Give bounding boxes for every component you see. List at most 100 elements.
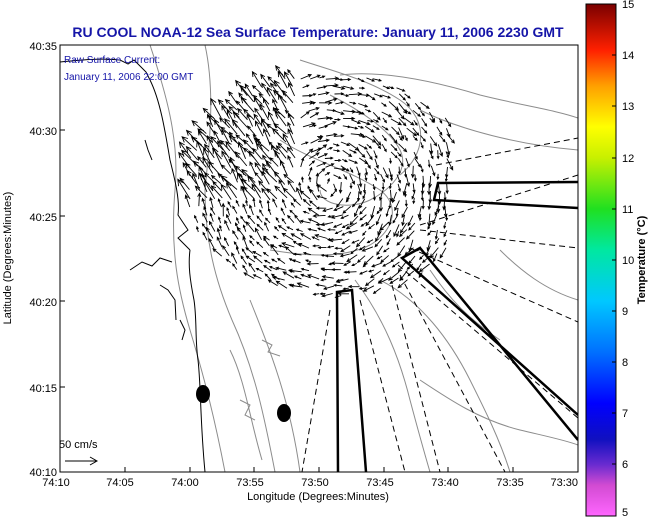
current-vector-arrow [277,142,288,153]
current-vector-arrow [325,97,338,103]
current-vector-arrow [339,253,350,258]
current-vector-arrow [372,191,376,201]
current-vector-arrow [252,147,263,160]
current-vector-arrow [232,263,238,270]
current-vector-arrow [396,231,400,238]
current-vector-arrow [271,275,285,281]
current-vector-arrow [386,238,391,246]
current-vector-arrow [389,173,393,182]
vector-scale: 50 cm/s [59,439,98,466]
current-vector-arrow [240,255,247,265]
current-vector-arrow [389,189,394,203]
current-vector-arrow [398,143,408,153]
axis-ticks [59,44,514,472]
current-vector-arrow [362,262,368,268]
current-vector-arrow [335,198,344,209]
current-vector-arrow [359,206,367,215]
current-vector-arrow [294,214,302,224]
current-vector-arrow [446,158,454,171]
current-vector-arrow [327,177,330,184]
current-vector-arrow [420,165,424,173]
current-vector-arrow [224,236,230,247]
current-vector-arrow [226,109,238,128]
current-vector-arrow [264,217,271,224]
x-tick-labels: 74:10 74:05 74:00 73:55 73:50 73:45 73:4… [42,477,578,489]
current-vector-arrow [391,126,400,136]
current-vector-arrow [287,268,302,273]
current-vector-arrow [309,112,320,119]
current-vector-arrow [390,118,403,126]
current-vector-arrow [369,270,382,279]
current-vector-arrow [445,183,449,195]
current-vector-arrow [251,183,262,199]
current-vector-arrow [268,266,278,271]
current-vector-arrow [351,119,362,124]
current-vector-arrow [345,270,357,274]
current-vector-arrow [289,283,303,288]
current-vector-arrow [326,132,338,137]
current-vector-arrow [379,221,390,231]
colorbar-tick-label: 13 [622,101,634,113]
current-vector-arrow [261,82,271,97]
current-vector-arrow [247,174,261,193]
current-vector-arrow [308,106,320,112]
current-vector-arrow [204,180,216,200]
current-vector-arrow [283,173,294,184]
current-vector-arrow [427,231,432,236]
current-vector-arrow [266,188,278,200]
current-vector-arrow [365,168,369,176]
current-vector-arrow [364,125,375,133]
current-vector-arrow [275,145,287,159]
current-vector-arrow [342,150,353,157]
current-vector-arrow [216,227,222,240]
current-vector-arrow [445,142,451,156]
current-vector-arrow [281,232,294,241]
current-vector-arrow [397,279,408,289]
current-vector-arrow [221,128,230,145]
current-vector-arrow [434,205,440,216]
current-vector-arrow [179,177,190,190]
current-vector-arrow [332,252,344,256]
current-vector-arrow [275,280,288,289]
current-vector-arrow [251,84,262,94]
current-vector-arrow [300,111,310,119]
current-vector-arrow [266,199,270,209]
current-vector-arrow [389,277,399,284]
current-vector-arrow [249,204,254,216]
current-vector-arrow [309,101,317,105]
current-vector-arrow [429,117,435,124]
current-vector-arrow [254,227,262,241]
current-vector-arrow [212,181,223,192]
current-vector-arrow [197,128,214,144]
x-tick-label: 73:30 [550,477,578,489]
colorbar-tick-label: 15 [622,0,634,11]
current-vector-arrow [413,119,418,126]
current-vector-arrow [375,214,382,226]
current-vector-arrow [389,157,392,165]
current-vector-arrow [412,197,416,205]
current-vector-arrow [414,158,422,168]
current-vector-arrow [333,283,343,287]
current-vector-arrow [362,230,367,237]
current-vector-arrow [270,82,280,96]
current-vector-arrow [412,135,418,142]
current-vector-arrow [356,166,361,177]
current-vector-arrow [358,119,371,126]
current-vector-arrow [210,185,223,199]
current-vector-arrow [398,117,407,127]
station-marker [196,385,210,403]
current-vector-arrow [412,183,416,194]
current-vector-arrow [197,155,207,168]
current-vector-arrow [217,198,222,207]
y-tick-labels: 40:35 40:30 40:25 40:20 40:15 40:10 [29,41,57,479]
y-axis-label: Latitude (Degrees:Minutes) [2,192,14,325]
map-contents [60,45,578,472]
current-vector-arrow [300,74,313,80]
current-vector-arrow [304,259,312,263]
current-vector-arrow [309,200,317,208]
current-vector-arrow [240,215,246,224]
current-vector-arrow [259,209,264,217]
current-vector-arrow [372,125,380,130]
current-vector-arrow [341,239,350,245]
current-vector-arrow [406,263,414,270]
